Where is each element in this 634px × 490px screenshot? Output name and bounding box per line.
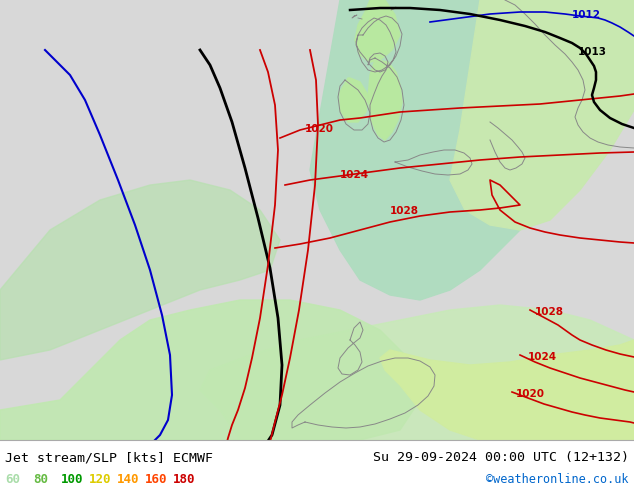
Polygon shape [0, 300, 420, 440]
Text: 1024: 1024 [340, 170, 369, 180]
Text: 180: 180 [173, 472, 195, 486]
Text: 60: 60 [5, 472, 20, 486]
Text: 100: 100 [61, 472, 84, 486]
Polygon shape [450, 0, 634, 230]
Text: 1012: 1012 [572, 10, 601, 20]
Polygon shape [340, 78, 368, 122]
Text: 1028: 1028 [390, 206, 419, 216]
Text: ©weatheronline.co.uk: ©weatheronline.co.uk [486, 472, 629, 486]
Text: 140: 140 [117, 472, 139, 486]
Text: 80: 80 [33, 472, 48, 486]
Text: 1028: 1028 [535, 307, 564, 317]
Text: 1024: 1024 [528, 352, 557, 362]
Polygon shape [355, 0, 400, 62]
Bar [0, 0, 634, 440]
Text: 160: 160 [145, 472, 167, 486]
Text: 120: 120 [89, 472, 112, 486]
Polygon shape [368, 60, 402, 140]
Polygon shape [200, 305, 634, 440]
Text: Jet stream/SLP [kts] ECMWF: Jet stream/SLP [kts] ECMWF [5, 451, 213, 464]
Bar [0, 440, 634, 490]
Text: Su 29-09-2024 00:00 UTC (12+132): Su 29-09-2024 00:00 UTC (12+132) [373, 451, 629, 464]
Polygon shape [310, 0, 634, 300]
Polygon shape [0, 180, 280, 360]
Text: 1020: 1020 [516, 389, 545, 399]
Text: 1013: 1013 [578, 47, 607, 57]
Polygon shape [380, 340, 634, 440]
Text: 1020: 1020 [305, 124, 334, 134]
